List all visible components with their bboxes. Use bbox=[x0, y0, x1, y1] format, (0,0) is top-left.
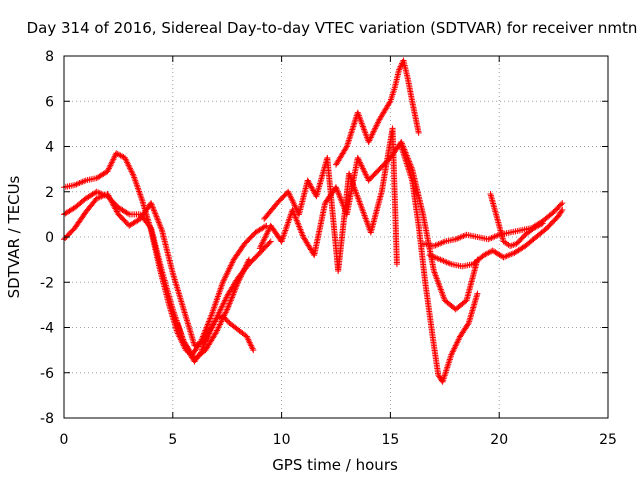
data-point bbox=[559, 200, 566, 207]
series-track-dip bbox=[174, 313, 257, 365]
series-track-evening-lower bbox=[426, 206, 566, 270]
data-point bbox=[267, 238, 274, 245]
data-point bbox=[558, 208, 565, 215]
x-tick-label: 5 bbox=[168, 432, 177, 448]
y-tick-label: -2 bbox=[40, 275, 54, 291]
y-tick-label: 2 bbox=[45, 185, 54, 201]
series-track-scatter-sparse bbox=[261, 125, 400, 274]
tick-layer: 0 5 10 15 20 25 -8 -6 -4 -2 0 2 4 6 8 bbox=[40, 49, 617, 448]
x-tick-label: 0 bbox=[60, 432, 69, 448]
data-point bbox=[538, 221, 545, 228]
y-tick-label: 8 bbox=[45, 49, 54, 65]
data-point bbox=[221, 314, 228, 321]
x-axis-label: GPS time / hours bbox=[272, 456, 398, 474]
y-tick-label: -6 bbox=[40, 366, 54, 382]
series-track-scatter-peak bbox=[333, 57, 422, 168]
data-point bbox=[146, 223, 153, 230]
y-tick-label: 0 bbox=[45, 230, 54, 246]
y-tick-label: -4 bbox=[40, 321, 54, 337]
data-point bbox=[539, 220, 546, 227]
data-point bbox=[559, 206, 566, 213]
data-point bbox=[343, 144, 350, 151]
data-point bbox=[262, 223, 269, 230]
x-tick-label: 25 bbox=[599, 432, 617, 448]
data-point bbox=[415, 129, 422, 136]
series-track-evening-spur bbox=[487, 191, 546, 250]
y-tick-label: 6 bbox=[45, 94, 54, 110]
data-point bbox=[393, 261, 400, 268]
data-point bbox=[250, 347, 257, 354]
data-point bbox=[222, 315, 229, 322]
data-point bbox=[223, 317, 230, 324]
data-point bbox=[266, 239, 273, 246]
data-point bbox=[464, 321, 471, 328]
data-point bbox=[124, 210, 131, 217]
data-point bbox=[474, 290, 481, 297]
x-tick-label: 10 bbox=[273, 432, 291, 448]
series-track-late-drop bbox=[398, 143, 481, 385]
data-point bbox=[219, 313, 226, 320]
data-point bbox=[558, 201, 565, 208]
x-tick-label: 15 bbox=[381, 432, 399, 448]
chart-title: Day 314 of 2016, Sidereal Day-to-day VTE… bbox=[27, 19, 638, 37]
y-tick-label: 4 bbox=[45, 140, 54, 156]
data-layer bbox=[61, 57, 566, 385]
x-tick-label: 20 bbox=[490, 432, 508, 448]
y-axis-label: SDTVAR / TECUs bbox=[5, 175, 23, 298]
y-tick-label: -8 bbox=[40, 411, 54, 427]
data-point bbox=[386, 99, 393, 106]
